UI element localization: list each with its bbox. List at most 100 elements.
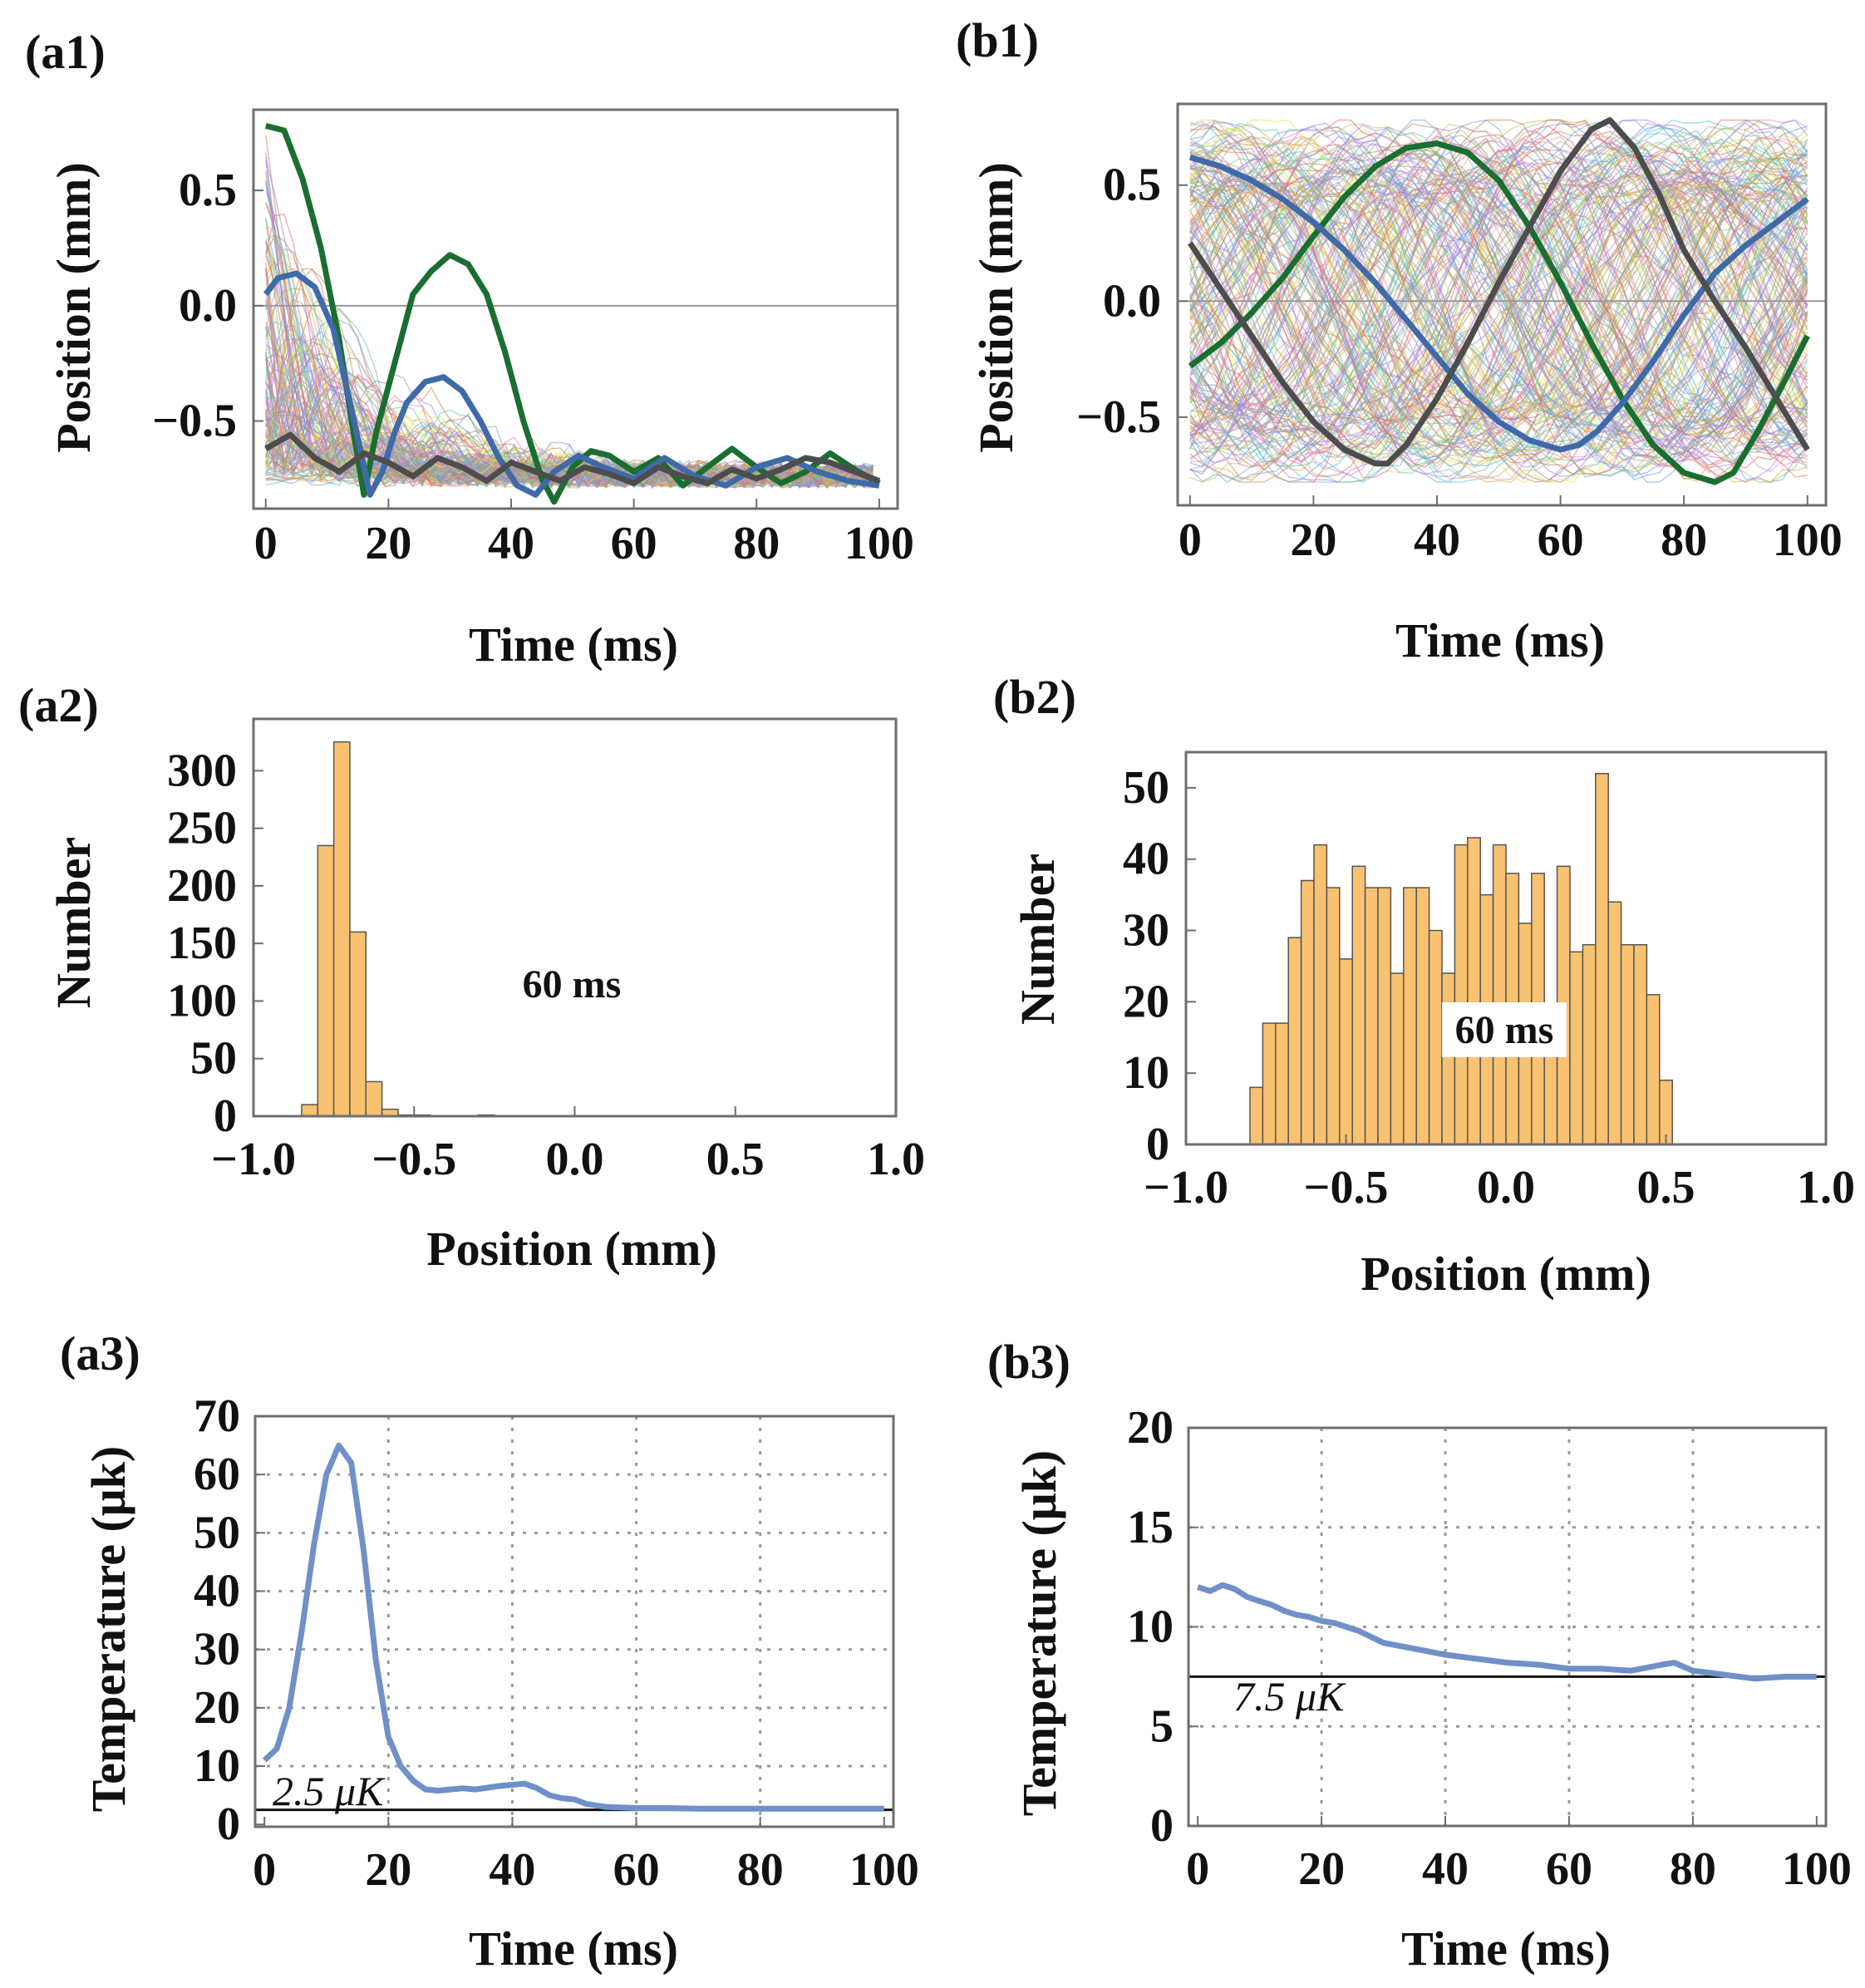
background-trajectory (1189, 188, 1808, 449)
x-tick-label: 80 (733, 518, 780, 569)
histogram-bar (1351, 865, 1366, 1145)
x-tick-label: 20 (365, 518, 411, 569)
histogram-bar (332, 741, 351, 1117)
background-trajectory (1189, 171, 1808, 425)
y-tick-label: 0 (1150, 1800, 1174, 1852)
y-tick-label: 30 (1123, 905, 1169, 957)
background-trajectory (1189, 125, 1808, 483)
x-tick-labels-a1: 0 20 40 60 80 100 (254, 499, 914, 569)
y-axis-label-b1: Position (mm) (969, 162, 1023, 453)
background-trajectory (1189, 176, 1808, 426)
y-tick-label: 15 (1127, 1502, 1174, 1553)
background-trajectory (1189, 121, 1808, 481)
x-tick-label: 0.0 (1477, 1162, 1535, 1213)
background-trajectory (1189, 145, 1808, 460)
y-tick-labels-a1: 0.5 0.0 −0.5 (152, 165, 263, 447)
background-trajectory (1189, 171, 1808, 430)
background-trajectory (1189, 135, 1808, 468)
y-axis-label-a2: Number (47, 837, 101, 1008)
background-trajectory (1189, 130, 1808, 470)
x-tick-label: 0 (254, 518, 278, 569)
y-tick-label: 200 (167, 860, 237, 912)
trajectory-green (1188, 140, 1810, 485)
y-tick-label: 100 (167, 975, 237, 1026)
x-tick-label: 0.5 (1637, 1162, 1695, 1213)
x-tick-label: 80 (737, 1844, 784, 1896)
histogram-bars-a2 (301, 741, 495, 1117)
plot-frame-a1 (252, 108, 899, 510)
background-trajectory (1189, 156, 1808, 450)
background-trajectory (1189, 142, 1808, 451)
background-trajectory (1189, 129, 1808, 470)
histogram-bar (349, 931, 367, 1117)
y-tick-label: 30 (194, 1624, 240, 1676)
x-tick-label: 40 (1422, 1843, 1469, 1895)
x-tick-label: 40 (488, 518, 534, 569)
x-tick-label: −1.0 (1144, 1162, 1228, 1213)
histogram-bar (1595, 772, 1609, 1145)
y-tick-label: 10 (1123, 1047, 1169, 1099)
highlighted-trajectories-a1 (253, 123, 898, 505)
temperature-curve-a3 (255, 1442, 893, 1812)
y-tick-label: 300 (167, 745, 237, 796)
x-tick-label: 60 (1538, 514, 1584, 566)
y-axis-label-b3: Temperature (μk) (1012, 1450, 1066, 1816)
annotation-a2: 60 ms (523, 962, 622, 1006)
y-axis-label-a3: Temperature (μk) (81, 1446, 135, 1812)
annotation-bg-b2 (1442, 1002, 1567, 1057)
highlighted-trajectories-b1 (1178, 117, 1826, 485)
panel-label-a1: (a1) (25, 25, 106, 79)
y-axis-label-b2: Number (1011, 854, 1065, 1025)
histogram-bar (1492, 844, 1507, 1145)
panel-label-a2: (a2) (18, 678, 99, 732)
x-tick-label: −1.0 (211, 1134, 296, 1185)
panel-b1-position-vs-time: (b1) 0 20 40 60 80 100 0.5 0.0 −0.5 Time (ms) P… (956, 13, 1843, 667)
x-tick-label: 0 (1179, 514, 1202, 566)
y-tick-label: −0.5 (152, 396, 237, 447)
plot-frame-b1 (1176, 102, 1828, 507)
background-trajectory (1189, 182, 1808, 421)
histogram-bar (1377, 887, 1392, 1145)
histogram-bar (1620, 943, 1635, 1145)
histogram-bar (1275, 1022, 1289, 1145)
x-tick-label: 100 (1782, 1843, 1852, 1895)
histogram-bar (1390, 972, 1405, 1145)
x-tick-label: 80 (1670, 1843, 1716, 1895)
background-trajectory (1189, 165, 1808, 440)
background-trajectory (1189, 122, 1808, 483)
background-trajectory (1189, 165, 1808, 438)
panel-label-b3: (b3) (987, 1335, 1070, 1389)
y-tick-label: 50 (190, 1033, 237, 1085)
x-tick-label: 40 (489, 1844, 535, 1896)
histogram-bar (1287, 937, 1302, 1145)
x-tick-label: 1.0 (1797, 1162, 1855, 1213)
histogram-bar (1249, 1086, 1264, 1145)
background-trajectory (1189, 185, 1808, 425)
panel-a1-position-vs-time: (a1) 0 20 40 60 80 100 0.5 0.0 −0.5 Time (ms) P… (25, 25, 914, 672)
histogram-bar (1633, 943, 1648, 1145)
background-trajectory (1189, 136, 1808, 461)
x-axis-label-a3: Time (ms) (469, 1922, 678, 1976)
panel-label-b1: (b1) (956, 13, 1039, 67)
background-trajectory (1189, 149, 1808, 450)
histogram-bar (1646, 994, 1661, 1145)
annotation-a3: 2.5 μK (273, 1768, 386, 1814)
background-trajectory (1189, 176, 1808, 426)
x-tick-label: 0.0 (546, 1134, 604, 1185)
y-tick-label: 150 (167, 918, 237, 969)
x-tick-labels-b2: −1.0 −0.5 0.0 0.5 1.0 (1144, 1134, 1855, 1213)
x-tick-labels-b3: 0 20 40 60 80 100 (1186, 1816, 1852, 1895)
panel-label-b2: (b2) (993, 670, 1076, 724)
y-tick-label: 0 (217, 1799, 240, 1850)
y-tick-label: 70 (194, 1390, 240, 1442)
background-trajectory (1189, 164, 1808, 467)
plot-frame-b2 (1184, 750, 1828, 1146)
histogram-bar (1454, 844, 1469, 1145)
x-tick-label: 60 (613, 1844, 660, 1896)
panel-label-a3: (a3) (60, 1326, 140, 1380)
background-trajectory (1189, 140, 1808, 461)
plot-frame-b3 (1187, 1426, 1828, 1828)
histogram-bar (1607, 901, 1622, 1145)
x-tick-label: 100 (1773, 514, 1843, 566)
